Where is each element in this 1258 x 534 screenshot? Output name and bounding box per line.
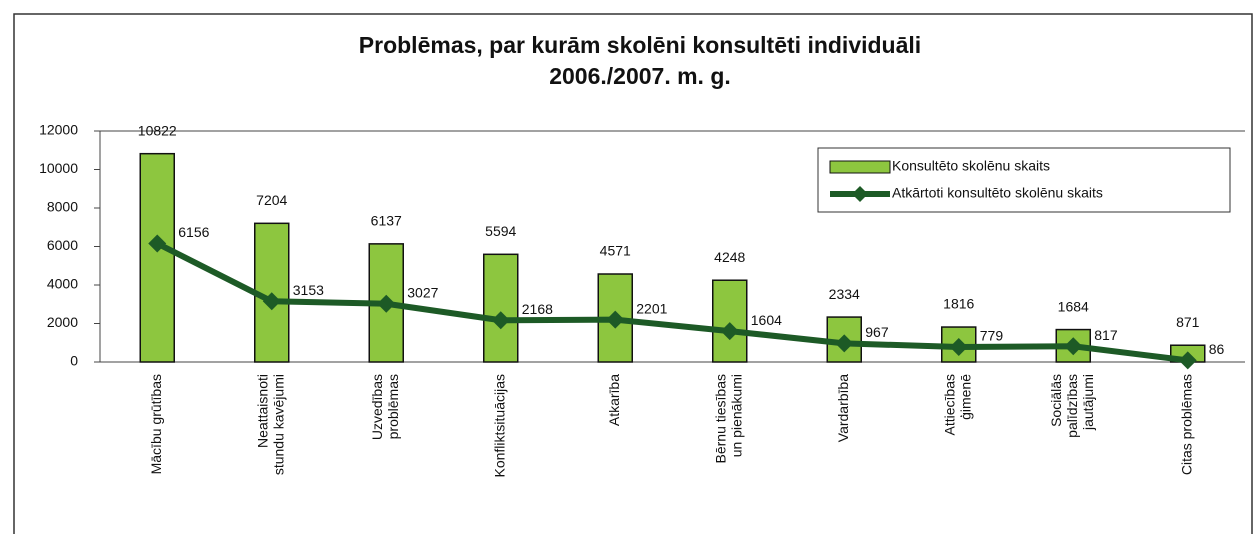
line-value-label: 86 bbox=[1209, 341, 1225, 357]
bar-value-label: 4571 bbox=[600, 243, 631, 259]
x-tick-label: jautājumi bbox=[1080, 374, 1096, 431]
chart-subtitle: 2006./2007. m. g. bbox=[549, 63, 731, 89]
x-tick-label: palīdzības bbox=[1064, 374, 1080, 438]
x-tick-label: Sociālās bbox=[1048, 374, 1064, 427]
line-marker bbox=[148, 234, 167, 253]
line-marker bbox=[949, 338, 968, 357]
y-tick-label: 2000 bbox=[47, 314, 78, 330]
x-tick-label: un pienākumi bbox=[728, 374, 744, 457]
x-tick-label: Konfliktsituācijas bbox=[491, 374, 507, 478]
bar bbox=[139, 152, 175, 363]
line-value-label: 2168 bbox=[522, 301, 553, 317]
line-value-label: 1604 bbox=[751, 312, 782, 328]
bar-value-label: 2334 bbox=[829, 286, 860, 302]
legend-label: Konsultēto skolēnu skaits bbox=[892, 158, 1050, 174]
y-tick-label: 6000 bbox=[47, 237, 78, 253]
line bbox=[155, 240, 1189, 364]
chart-title: Problēmas, par kurām skolēni konsultēti … bbox=[359, 32, 921, 58]
y-tick-label: 10000 bbox=[39, 160, 78, 176]
x-tick-label: Bērnu tiesības bbox=[712, 374, 728, 464]
x-tick-label: Atkarība bbox=[606, 374, 622, 426]
line-value-label: 779 bbox=[980, 328, 1004, 344]
line-value-label: 3027 bbox=[407, 284, 438, 300]
bar-value-label: 5594 bbox=[485, 223, 516, 239]
x-tick-label: Attiecības bbox=[941, 374, 957, 435]
bar-value-label: 10822 bbox=[138, 122, 177, 138]
line-marker bbox=[606, 310, 625, 329]
bar-value-label: 1684 bbox=[1058, 298, 1089, 314]
line-value-label: 967 bbox=[865, 324, 889, 340]
bar-value-label: 871 bbox=[1176, 314, 1200, 330]
bar bbox=[483, 253, 519, 363]
legend-marker bbox=[852, 186, 868, 202]
y-tick-label: 12000 bbox=[39, 122, 78, 138]
line-marker bbox=[377, 294, 396, 313]
bar-value-label: 7204 bbox=[256, 192, 287, 208]
line-value-label: 3153 bbox=[293, 282, 324, 298]
x-tick-label: stundu kavējumi bbox=[270, 374, 286, 475]
x-tick-label: Citas problēmas bbox=[1178, 374, 1194, 475]
line-marker bbox=[835, 334, 854, 353]
x-tick-label: Vardarbība bbox=[835, 374, 851, 442]
x-tick-label: Neattaisnoti bbox=[254, 374, 270, 448]
y-tick-label: 4000 bbox=[47, 276, 78, 292]
x-tick-label: problēmas bbox=[385, 374, 401, 439]
legend-box bbox=[817, 147, 1231, 213]
line-marker bbox=[262, 292, 281, 311]
bar-value-label: 1816 bbox=[943, 296, 974, 312]
legend-swatch bbox=[829, 160, 891, 174]
line-marker bbox=[1178, 351, 1197, 370]
x-tick-label: Mācību grūtības bbox=[148, 374, 164, 474]
legend-label: Atkārtoti konsultēto skolēnu skaits bbox=[892, 185, 1103, 201]
line-marker bbox=[491, 311, 510, 330]
line-value-label: 817 bbox=[1094, 327, 1118, 343]
y-tick-label: 0 bbox=[70, 353, 78, 369]
x-tick-label: Uzvedības bbox=[369, 374, 385, 440]
y-tick-label: 8000 bbox=[47, 199, 78, 215]
bar-value-label: 4248 bbox=[714, 249, 745, 265]
bar-value-label: 6137 bbox=[371, 213, 402, 229]
line-value-label: 2201 bbox=[636, 300, 667, 316]
bar bbox=[712, 279, 748, 363]
x-tick-label: ģimenē bbox=[957, 374, 973, 420]
line-value-label: 6156 bbox=[178, 224, 209, 240]
frame bbox=[13, 13, 1253, 534]
line-marker bbox=[720, 322, 739, 341]
line-marker bbox=[1064, 337, 1083, 356]
